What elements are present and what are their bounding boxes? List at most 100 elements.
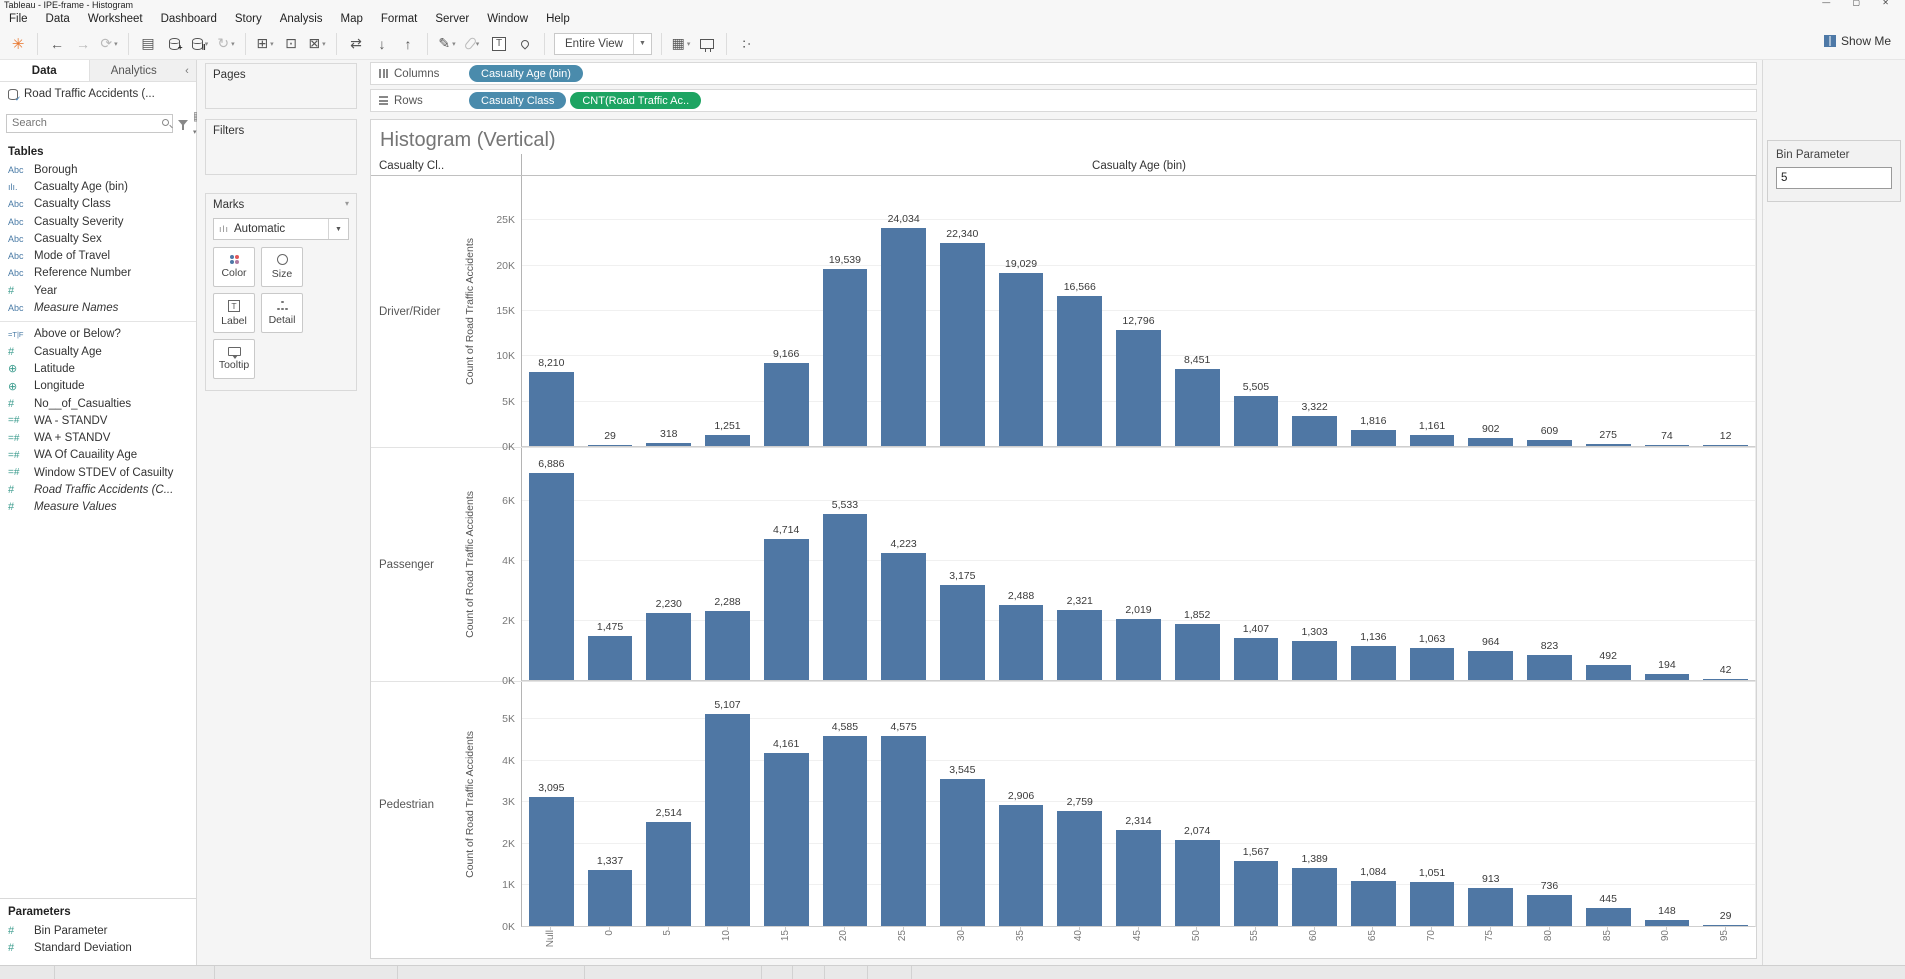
bar-pedestrian-60[interactable] [1292, 868, 1337, 926]
bar-driver-rider-45[interactable] [1116, 329, 1161, 446]
parameter-bin-parameter[interactable]: # Bin Parameter [8, 925, 108, 938]
menu-help[interactable]: Help [546, 13, 570, 25]
x-category-label-60[interactable]: 60 [1308, 930, 1320, 942]
back-arrow[interactable]: ← [50, 35, 64, 52]
bar-pedestrian-45[interactable] [1116, 829, 1161, 926]
menu-window[interactable]: Window [487, 13, 529, 25]
columns-shelf[interactable]: Columns Casualty Age (bin) [370, 62, 1757, 85]
search-input[interactable] [6, 113, 173, 133]
bar-passenger-5[interactable] [646, 613, 692, 680]
pause-datasource-icon[interactable]: ‖ ▾ [188, 32, 212, 56]
bar-pedestrian-0[interactable] [587, 870, 633, 926]
bar-pedestrian-90[interactable] [1644, 919, 1690, 926]
rows-shelf[interactable]: Rows Casualty Class CNT(Road Traffic Ac.. [370, 89, 1757, 112]
field-measure-names[interactable]: Abc Measure Names [8, 302, 119, 315]
bar-passenger-85[interactable] [1585, 665, 1631, 680]
x-category-label-90[interactable]: 90 [1660, 930, 1672, 942]
detail-button[interactable]: Detail [261, 293, 303, 333]
bar-passenger-75[interactable] [1468, 651, 1514, 680]
pin-icon[interactable] [513, 32, 537, 56]
tab-data[interactable]: Data [0, 60, 89, 81]
x-category-label-5[interactable]: 5 [662, 930, 674, 936]
bar-passenger-80[interactable] [1527, 655, 1572, 680]
bar-driver-rider-20[interactable] [822, 268, 868, 446]
bar-pedestrian-null[interactable] [529, 797, 574, 926]
bar-pedestrian-85[interactable] [1585, 907, 1631, 926]
bar-driver-rider-0[interactable] [587, 445, 633, 446]
bar-pedestrian-10[interactable] [705, 713, 750, 926]
bar-pedestrian-75[interactable] [1468, 888, 1514, 926]
menu-worksheet[interactable]: Worksheet [87, 13, 143, 25]
field-longitude[interactable]: ⊕ Longitude [8, 380, 85, 393]
bar-driver-rider-30[interactable] [940, 243, 985, 446]
menu-format[interactable]: Format [380, 13, 418, 25]
y-axis-ticks[interactable]: 0K 5K 10K 15K 20K 25K [481, 176, 521, 453]
field-no-of-casualties[interactable]: # No__of_Casualties [8, 397, 132, 410]
fit-mode-dropdown[interactable]: Entire View ▼ [554, 32, 652, 55]
highlight-icon[interactable]: ✎ ▾ [438, 35, 456, 51]
x-category-label-80[interactable]: 80 [1542, 930, 1554, 942]
bar-driver-rider-55[interactable] [1233, 396, 1279, 446]
menu-server[interactable]: Server [435, 13, 470, 25]
color-button[interactable]: Color [213, 247, 255, 287]
bar-driver-rider-35[interactable] [998, 273, 1044, 446]
x-category-label-20[interactable]: 20 [838, 930, 850, 942]
menu-story[interactable]: Story [234, 13, 262, 25]
x-category-label-75[interactable]: 75 [1484, 930, 1496, 942]
bar-driver-rider-95[interactable] [1703, 445, 1748, 446]
bar-passenger-40[interactable] [1057, 610, 1103, 680]
show-me-button[interactable]: Show Me [1823, 34, 1891, 48]
bar-passenger-45[interactable] [1116, 619, 1161, 680]
field-wa-standv[interactable]: =# WA + STANDV [8, 432, 111, 445]
forward-arrow[interactable]: → [76, 35, 90, 52]
x-category-label-85[interactable]: 85 [1601, 930, 1613, 942]
label-button[interactable]: T Label [213, 293, 255, 333]
bar-pedestrian-50[interactable] [1174, 839, 1220, 926]
marks-collapse-icon[interactable]: ▾ [344, 199, 349, 208]
field-casualty-severity[interactable]: Abc Casualty Severity [8, 215, 124, 228]
bar-pedestrian-15[interactable] [763, 753, 809, 926]
window-controls[interactable]: — ▢ ✕ [1822, 0, 1899, 7]
field-casualty-sex[interactable]: Abc Casualty Sex [8, 232, 102, 245]
bar-driver-rider-5[interactable] [646, 443, 692, 446]
bar-driver-rider-25[interactable] [881, 228, 926, 446]
bar-driver-rider-60[interactable] [1292, 415, 1337, 446]
bar-pedestrian-30[interactable] [940, 778, 985, 926]
filters-card[interactable]: Filters [205, 119, 357, 175]
field-above-or-below-[interactable]: =T|F Above or Below? [8, 328, 121, 341]
tableau-logo[interactable]: ✳ [11, 35, 25, 53]
menu-dashboard[interactable]: Dashboard [160, 13, 217, 25]
bar-pedestrian-70[interactable] [1409, 882, 1455, 926]
bar-pedestrian-25[interactable] [881, 736, 926, 926]
field-year[interactable]: # Year [8, 284, 58, 297]
refresh-icon[interactable]: ↻ ▾ [217, 35, 235, 51]
bar-passenger-20[interactable] [822, 514, 868, 680]
pill-casualty-age-bin-[interactable]: Casualty Age (bin) [469, 65, 583, 82]
x-category-label-10[interactable]: 10 [720, 930, 732, 942]
field-latitude[interactable]: ⊕ Latitude [8, 362, 75, 376]
bar-passenger-60[interactable] [1292, 640, 1337, 680]
field-measure-values[interactable]: # Measure Values [8, 501, 117, 514]
bar-driver-rider-15[interactable] [763, 362, 809, 446]
pill-cnt-road-traffic-ac-[interactable]: CNT(Road Traffic Ac.. [570, 92, 702, 109]
menu-data[interactable]: Data [45, 13, 70, 25]
row-label[interactable]: Passenger [379, 558, 434, 571]
show-me-grid-icon[interactable]: ▦ ▾ [671, 35, 691, 51]
field-road-traffic-accidents-c-[interactable]: # Road Traffic Accidents (C... [8, 483, 174, 496]
x-category-label-15[interactable]: 15 [779, 930, 791, 942]
attachment-icon[interactable]: ▾ [461, 32, 485, 56]
bar-driver-rider-40[interactable] [1057, 295, 1103, 446]
duplicate-icon[interactable]: ⊡ [285, 35, 297, 51]
menu-map[interactable]: Map [340, 13, 363, 25]
bar-pedestrian-5[interactable] [646, 821, 692, 926]
add-datasource-icon[interactable]: + [162, 32, 186, 56]
x-category-label-70[interactable]: 70 [1425, 930, 1437, 942]
bar-driver-rider-85[interactable] [1585, 443, 1631, 446]
pill-casualty-class[interactable]: Casualty Class [469, 92, 567, 109]
bar-driver-rider-50[interactable] [1174, 369, 1220, 446]
bar-passenger-65[interactable] [1351, 645, 1396, 680]
field-wa-of-cauaility-age[interactable]: =# WA Of Cauaility Age [8, 449, 138, 462]
status-bar[interactable] [0, 965, 1905, 979]
sort-ascending-icon[interactable]: ↓ [378, 35, 386, 52]
bar-passenger-10[interactable] [705, 611, 750, 680]
